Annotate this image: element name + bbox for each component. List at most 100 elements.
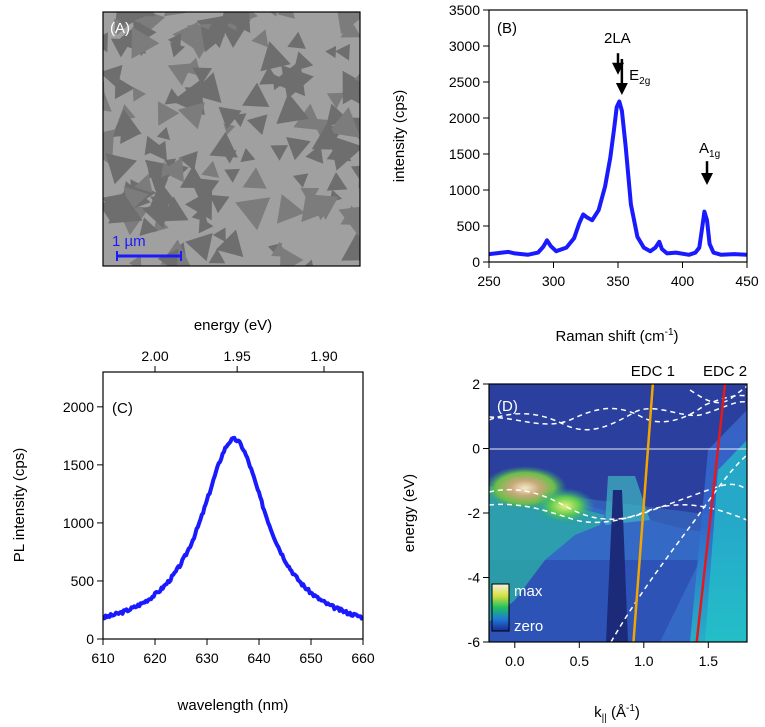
flake-triangle xyxy=(260,41,291,72)
flake-triangle xyxy=(277,194,305,224)
panel-b-ytick-label: 3500 xyxy=(449,2,480,18)
flake-triangle xyxy=(139,217,158,236)
panel-b-xtick-label: 350 xyxy=(606,273,630,289)
panel-b-xtick-label: 450 xyxy=(735,273,759,289)
flake-triangle xyxy=(163,12,187,17)
panel-b-ytick-label: 1500 xyxy=(449,146,480,162)
panel-c-xtick-label: 620 xyxy=(143,650,167,666)
flake-triangle xyxy=(354,73,360,81)
flake-triangle xyxy=(212,227,226,243)
panel-c-ylabel: PL intensity (cps) xyxy=(11,448,28,563)
raman-peak-label: A1g xyxy=(699,140,720,160)
flake-triangle xyxy=(157,101,180,126)
panel-a: (A) 1 µm xyxy=(102,11,361,267)
flake-triangle xyxy=(240,148,256,163)
flake-triangle xyxy=(340,19,360,38)
panel-c-xtick-label: 660 xyxy=(351,650,375,666)
edc-cut-lines: EDC 1 EDC 2 xyxy=(631,363,747,643)
flake-triangle xyxy=(293,103,323,131)
flake-triangle xyxy=(209,131,238,158)
flake-triangle xyxy=(220,12,245,27)
flake-triangle xyxy=(144,135,163,156)
flake-triangle xyxy=(215,229,244,258)
flake-triangle xyxy=(114,18,130,35)
flake-triangle xyxy=(338,206,360,238)
panel-b-ytick-label: 2000 xyxy=(449,110,480,126)
flake-triangle xyxy=(103,80,105,101)
flake-triangle xyxy=(326,92,345,109)
panel-b-xtick-label: 250 xyxy=(477,273,501,289)
raman-peak-label: E2g xyxy=(629,67,650,87)
flake-triangle xyxy=(235,197,271,231)
panel-c-ytick-label: 500 xyxy=(71,573,95,589)
flake-triangle xyxy=(337,12,360,35)
flake-triangle xyxy=(305,144,324,164)
panel-c-xtick-label: 640 xyxy=(247,650,271,666)
flake-triangle xyxy=(103,64,123,89)
panel-b-ytick-label: 1000 xyxy=(449,182,480,198)
flake-triangle xyxy=(185,233,213,262)
flake-triangle xyxy=(164,158,177,170)
flake-triangle xyxy=(328,107,360,138)
flake-triangle xyxy=(276,92,310,124)
flake-triangle xyxy=(103,32,108,53)
flake-triangle xyxy=(198,217,214,234)
panel-b-ytick-label: 500 xyxy=(457,218,481,234)
flake-triangle xyxy=(251,29,269,48)
flake-triangle xyxy=(172,21,199,51)
panel-d-ytick-label: -2 xyxy=(468,505,481,521)
panel-c-top-xlabel: energy (eV) xyxy=(194,317,272,334)
flake-triangle xyxy=(167,33,182,49)
flake-triangle xyxy=(304,259,314,266)
flake-triangle xyxy=(179,165,206,189)
flake-triangle xyxy=(134,173,153,193)
flake-triangle xyxy=(270,145,289,161)
panel-b-xlabel: Raman shift (cm-1) xyxy=(555,327,678,345)
flake-triangle xyxy=(311,122,344,150)
panel-d-xtick-label: 1.5 xyxy=(699,653,719,669)
dashed-band-1 xyxy=(489,401,747,431)
panel-c-ytick-label: 2000 xyxy=(63,399,94,415)
flake-triangle xyxy=(201,160,220,178)
panel-a-frame xyxy=(102,11,361,267)
edc-cut-label: EDC 1 xyxy=(631,363,675,380)
edc-cut-label: EDC 2 xyxy=(703,363,747,380)
panel-d-frame xyxy=(488,383,748,643)
flake-triangle xyxy=(229,12,251,33)
flake-triangle xyxy=(301,191,331,223)
flake-triangle xyxy=(335,43,350,61)
flake-triangle xyxy=(161,161,176,178)
flake-triangle xyxy=(120,12,150,27)
flake-triangle xyxy=(131,26,160,59)
sem-flake-pattern xyxy=(103,12,360,266)
panel-d-xlabel: k|| (Å-1) xyxy=(594,703,640,724)
panel-c-frame xyxy=(102,371,364,640)
dashed-band-2 xyxy=(489,394,747,425)
panel-b-annotations: 2LA E2g A1g xyxy=(604,30,720,185)
raman-peak-arrowhead xyxy=(615,82,628,95)
flake-triangle xyxy=(149,181,177,207)
panel-c-top-xtick-label: 1.95 xyxy=(224,348,251,364)
flake-triangle xyxy=(114,76,135,100)
flake-triangle xyxy=(208,248,226,264)
flake-triangle xyxy=(287,31,306,49)
colorbar-max-label: max xyxy=(514,583,543,600)
panel-b-ylabel: intensity (cps) xyxy=(391,90,408,183)
flake-triangle xyxy=(277,12,295,19)
flake-triangle xyxy=(209,194,230,214)
panel-b-ytick-label: 3000 xyxy=(449,38,480,54)
colorbar-zero-label: zero xyxy=(514,618,543,635)
flake-triangle xyxy=(218,106,242,129)
flake-triangle xyxy=(103,89,112,112)
raman-spectrum-line xyxy=(489,99,747,257)
flake-triangle xyxy=(128,255,142,266)
panel-c-top-xtick-label: 1.90 xyxy=(310,348,337,364)
heatmap-dark-stripe xyxy=(606,490,628,642)
flake-triangle xyxy=(242,82,270,107)
flake-triangle xyxy=(103,129,116,152)
panel-d-ytick-label: -6 xyxy=(468,634,481,650)
flake-triangle xyxy=(224,168,240,183)
panel-c-ytick-label: 1500 xyxy=(63,457,94,473)
flake-triangle xyxy=(170,42,185,58)
